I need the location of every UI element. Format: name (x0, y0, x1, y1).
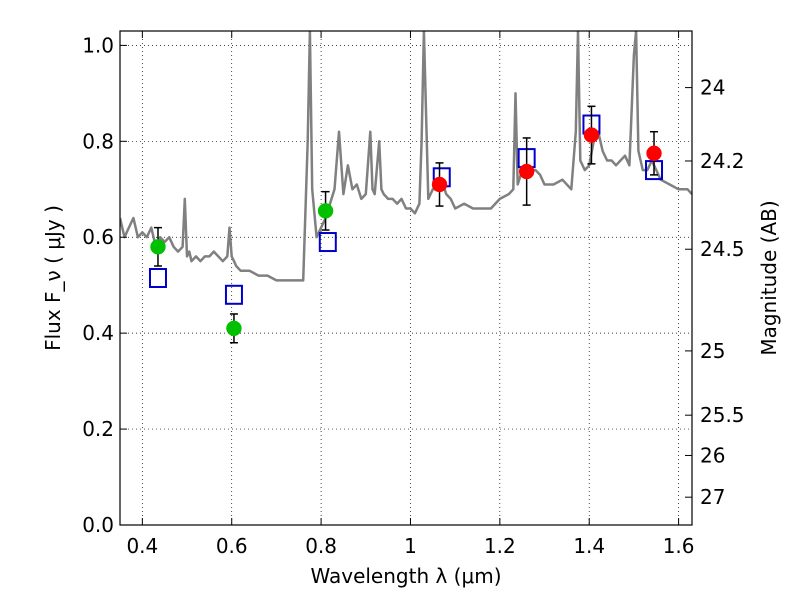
y-axis-title: Flux F_ν ( μJy ) (41, 205, 65, 351)
spectrum-line (120, 31, 692, 282)
y-tick-label: 0.8 (82, 129, 114, 153)
x-tick-label: 0.6 (216, 534, 248, 558)
x-axis-title: Wavelength λ (μm) (310, 564, 501, 588)
observed-point (317, 203, 334, 219)
plot-area (120, 31, 692, 344)
observed-point (646, 145, 662, 162)
observed-point (226, 320, 242, 337)
y-axis-right-title: Magnitude (AB) (757, 200, 781, 355)
plot-frame (119, 30, 693, 526)
right-tick-label: 25 (700, 339, 725, 363)
right-tick-label: 24.5 (700, 237, 745, 261)
x-tick-label: 1.2 (484, 534, 516, 558)
right-tick-label: 26 (700, 443, 725, 467)
right-tick-label: 25.5 (700, 403, 745, 427)
x-tick-label: 0.8 (305, 534, 337, 558)
y-tick-label: 1.0 (82, 33, 114, 57)
y-tick-label: 0.4 (82, 321, 114, 345)
y-tick-label: 0.2 (82, 417, 114, 441)
observed-point (150, 239, 166, 255)
observed-point (518, 163, 535, 180)
y-tick-label: 0.6 (82, 225, 114, 249)
y-tick-label: 0.0 (82, 513, 114, 537)
right-tick-label: 24 (700, 76, 725, 100)
x-tick-label: 0.4 (126, 534, 158, 558)
model-square-point (318, 232, 337, 253)
right-tick-label: 24.2 (700, 149, 745, 173)
axis-ticks: 0.4 0.6 0.8 1 1.2 1.4 1.6 0.0 0.2 0.4 0.6 0.8 1.0 24 2… (82, 31, 745, 558)
x-tick-label: 1.4 (573, 534, 605, 558)
observed-point (583, 127, 600, 143)
model-square-point (148, 268, 167, 288)
model-square-point (224, 284, 243, 305)
x-tick-label: 1 (404, 534, 417, 558)
grid (120, 31, 692, 526)
observed-point (431, 176, 448, 193)
x-tick-label: 1.6 (663, 534, 695, 558)
right-tick-label: 27 (700, 485, 725, 509)
